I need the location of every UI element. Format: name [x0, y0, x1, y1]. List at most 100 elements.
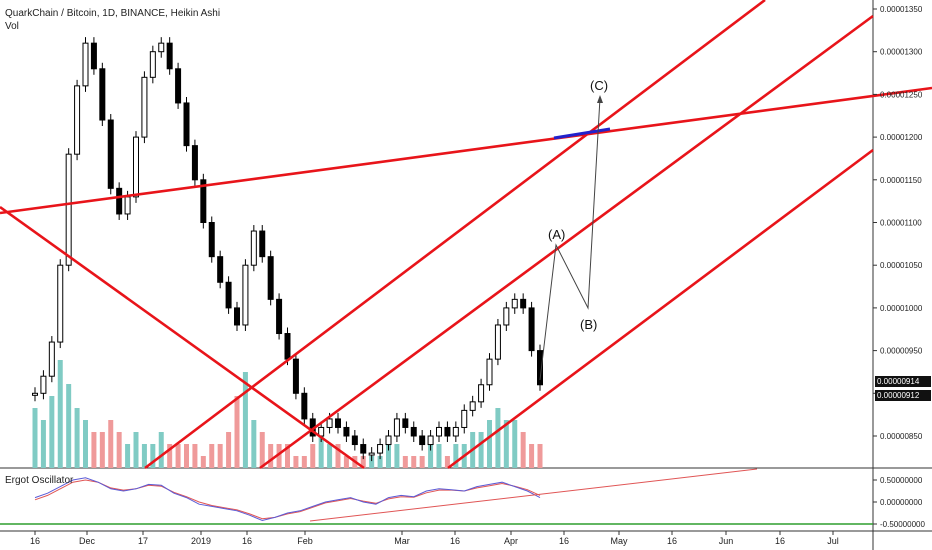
oscillator-tick-label: -0.50000000 [880, 520, 925, 529]
volume-bar [428, 444, 434, 468]
candle-body [234, 307, 240, 326]
volume-bar [108, 420, 114, 468]
candle-body [116, 187, 123, 215]
volume-bar [66, 384, 72, 468]
candle-body [469, 401, 476, 411]
time-tick-label: Feb [297, 536, 313, 546]
price-tick-label: 0.00001300 [880, 48, 923, 57]
volume-bar [503, 420, 509, 468]
wave-label-b: (B) [580, 317, 597, 332]
price-tick-label: 0.00000850 [880, 432, 923, 441]
volume-bar [310, 444, 316, 468]
volume-bar [242, 372, 248, 468]
candle-body [149, 51, 156, 78]
time-axis[interactable]: 16 Dec 17 2019 16 Feb Mar 16 Apr 16 May 16 Jun 16 Jul [30, 531, 839, 546]
candles [32, 37, 543, 462]
candle-body [393, 418, 400, 437]
volume-bar [268, 444, 274, 468]
volume-bar [478, 432, 484, 468]
wave-label-a: (A) [548, 227, 565, 242]
close-price-tag: 0.00000912 [875, 390, 931, 401]
upper-resistance-trendline[interactable] [0, 86, 932, 215]
volume-bar [175, 444, 181, 468]
candle-body [368, 452, 375, 456]
oscillator-trendline[interactable] [309, 468, 758, 522]
price-tick-label: 0.00001150 [880, 176, 922, 185]
volume-bar [335, 444, 341, 468]
time-tick-label: 16 [559, 536, 569, 546]
candle-body [326, 418, 333, 428]
candle-body [200, 179, 207, 224]
trendlines [0, 0, 932, 470]
candle-body [478, 384, 485, 403]
projected-wave-path[interactable] [539, 97, 601, 381]
volume-legend: Vol [5, 21, 19, 32]
volume-bar [436, 444, 442, 468]
volume-bar [369, 456, 375, 468]
volume-bar [386, 444, 391, 468]
candle-body [402, 418, 409, 428]
volume-bar [234, 396, 240, 468]
volume-bar [57, 360, 63, 468]
volume-bar [158, 432, 164, 468]
candle-body [276, 298, 283, 335]
volume-bar [529, 444, 535, 468]
volume-bar [327, 444, 333, 468]
price-tick-label: 0.00001200 [880, 133, 923, 142]
volume-bar [200, 456, 206, 468]
volume-bar [99, 432, 105, 468]
volume-bar [141, 444, 147, 468]
candle-body [528, 307, 535, 352]
candle-body [335, 418, 341, 428]
candle-body [452, 426, 459, 437]
volume-bar [537, 444, 543, 468]
volume-bar [125, 444, 131, 468]
candle-body [74, 85, 81, 155]
volume-bar [74, 408, 80, 468]
oscillator-legend: Ergot Oscillator [5, 475, 74, 486]
volume-bar [411, 456, 417, 468]
channel-lower-line[interactable] [447, 148, 874, 470]
volume-bar [402, 456, 408, 468]
volume-bar [217, 444, 223, 468]
oscillator-tick-label: 0.00000000 [880, 498, 923, 507]
volume-bar [276, 444, 282, 468]
descending-trendline[interactable] [0, 205, 365, 470]
volume-bar [360, 456, 366, 468]
volume-bar [487, 420, 492, 468]
volume-bar [520, 432, 526, 468]
time-tick-label: Jul [827, 536, 839, 546]
oscillator-fast-line [34, 477, 541, 522]
candle-body [486, 358, 493, 386]
volume-bar [343, 456, 349, 468]
channel-upper-line[interactable] [144, 0, 766, 470]
wave-arrowhead [597, 95, 603, 103]
volume-bar [40, 420, 46, 468]
candle-body [503, 307, 510, 326]
candle-body [292, 358, 299, 394]
volume-bar [512, 420, 518, 468]
time-tick-label: 16 [667, 536, 677, 546]
volume-bar [259, 432, 265, 468]
volume-bar [377, 456, 383, 468]
candle-body [191, 145, 198, 181]
volume-bar [318, 432, 324, 468]
candle-body [48, 341, 55, 377]
volume-bar [285, 444, 290, 468]
candle-body [377, 444, 384, 454]
candle-body [301, 392, 308, 420]
price-tick-label: 0.00001000 [880, 304, 923, 313]
volume-bar [83, 420, 88, 468]
candle-body [385, 435, 392, 446]
price-tick-label: 0.00001250 [880, 90, 923, 99]
wave-label-c: (C) [590, 78, 608, 93]
candle-body [217, 256, 224, 283]
volume-bar [251, 420, 257, 468]
volume-bar [495, 408, 501, 468]
volume-bar [419, 456, 425, 468]
volume-bar [293, 456, 299, 468]
volume-bar [167, 444, 173, 468]
target-zone-marker[interactable] [553, 127, 611, 140]
channel-middle-line[interactable] [259, 14, 874, 470]
